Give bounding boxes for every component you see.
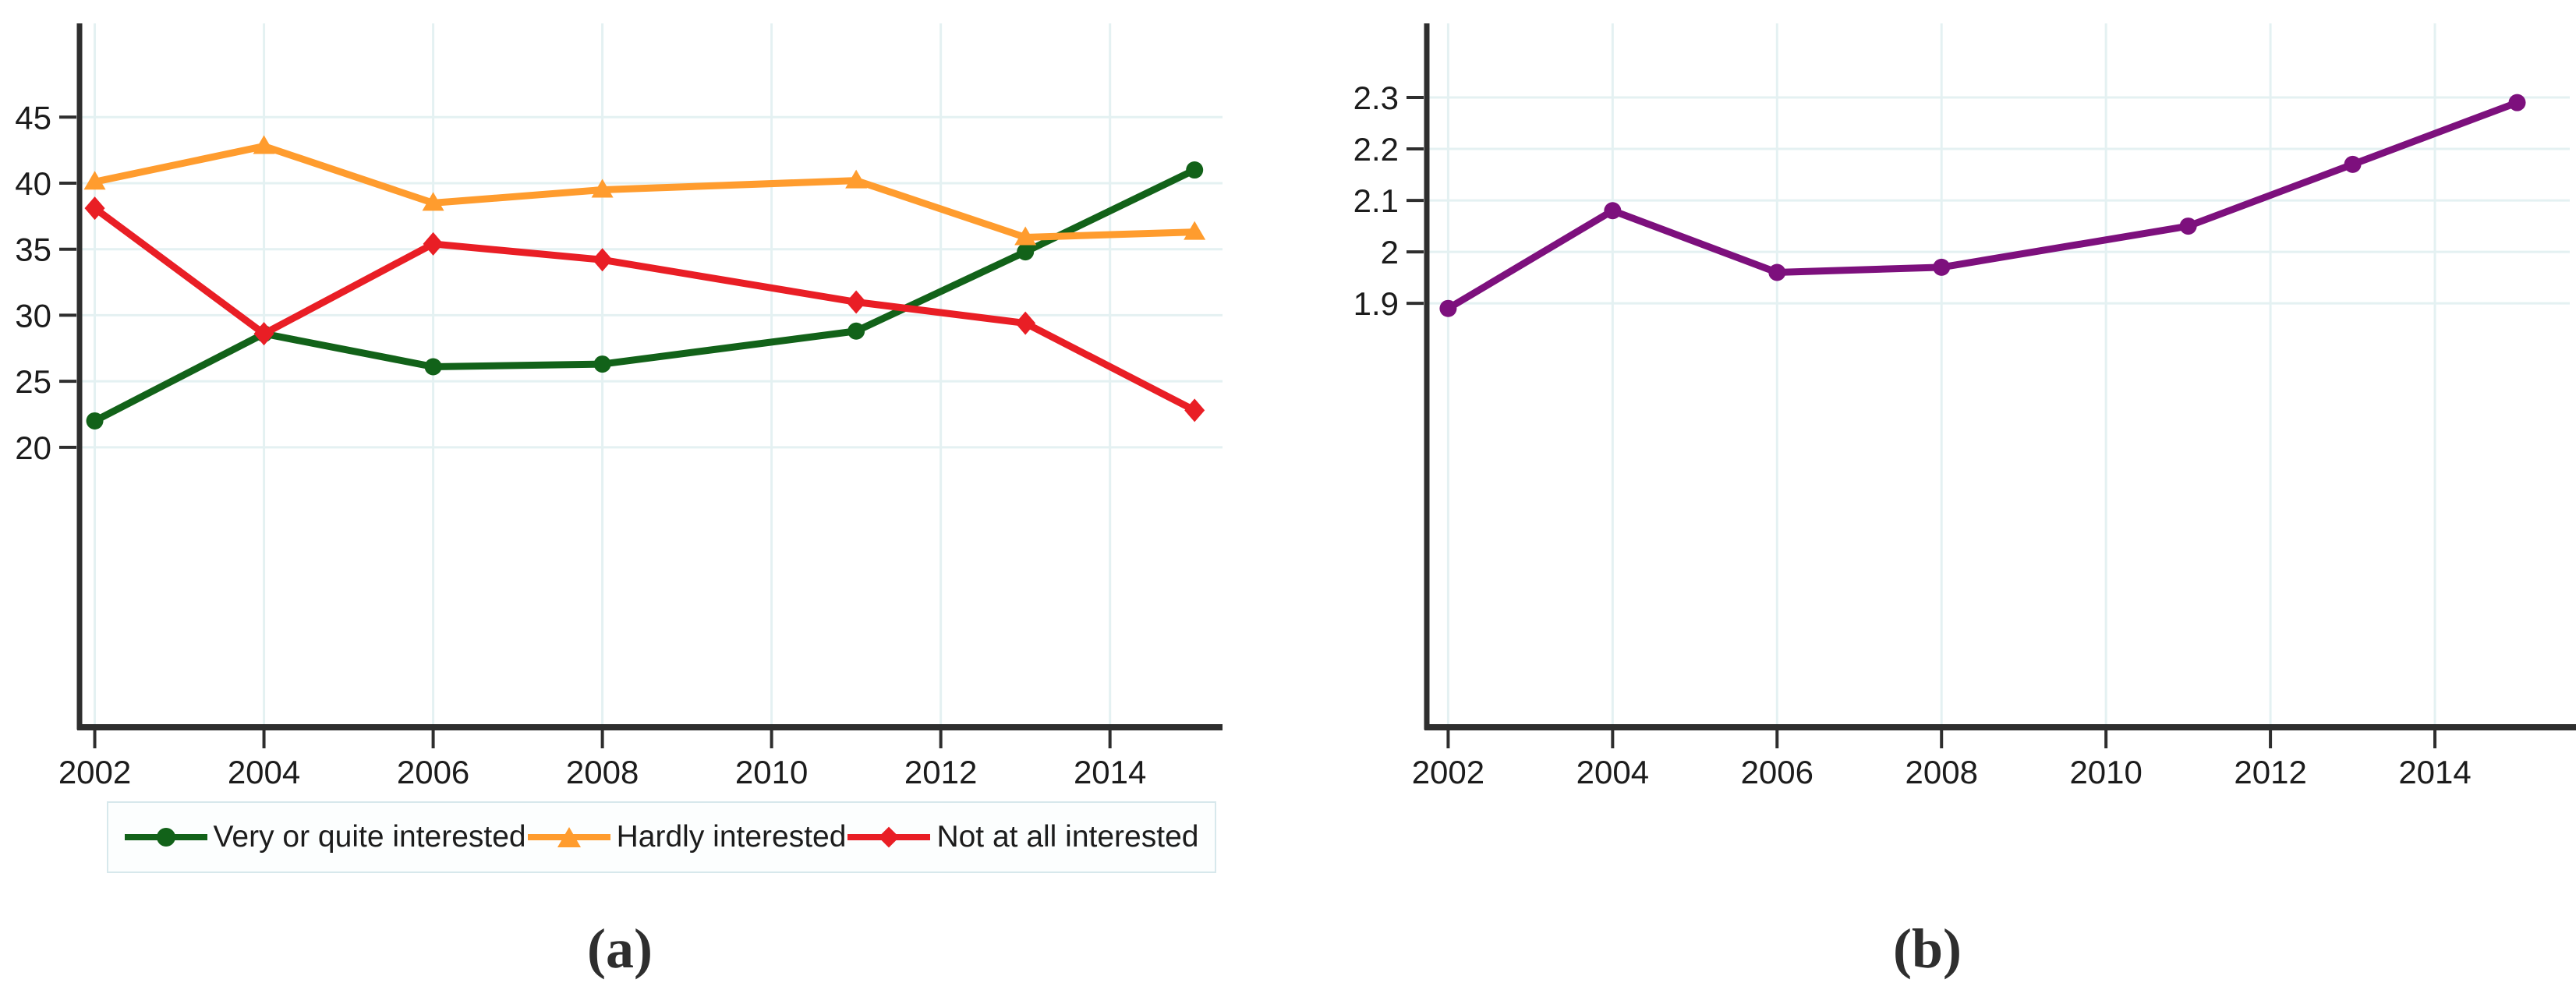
x-tick-label: 2008 <box>1905 754 1978 790</box>
y-tick-label: 1.9 <box>1353 285 1399 322</box>
x-tick-label: 2010 <box>735 754 808 790</box>
data-point-marker <box>2179 217 2197 235</box>
y-tick-label: 2.3 <box>1353 80 1399 116</box>
data-point-marker <box>253 135 275 154</box>
chart-a: 2002 2004 2006 2008 2010 2012 2014 20 25 30 35 40 45 <box>15 23 1223 790</box>
y-tick-label: 20 <box>15 430 51 466</box>
series-line-very-or-quite-interested <box>93 167 1197 424</box>
x-tick-label: 2012 <box>904 754 977 790</box>
y-tick-label: 2 <box>1381 234 1399 270</box>
x-tick-label: 2002 <box>1412 754 1484 790</box>
y-tick-label: 30 <box>15 297 51 334</box>
x-tick-label: 2006 <box>1741 754 1813 790</box>
data-point-marker <box>1186 161 1204 179</box>
data-point-marker <box>2344 155 2362 173</box>
data-point-marker <box>1014 226 1037 246</box>
data-point-marker <box>2508 94 2526 111</box>
legend-entry-not-at-all-interested: Not at all interested <box>847 820 1198 854</box>
data-point-marker <box>1015 311 1036 335</box>
circle-marker-icon <box>156 828 175 847</box>
data-point-marker <box>1184 398 1205 422</box>
y-tick-label: 40 <box>15 165 51 202</box>
triangle-marker-icon <box>557 827 581 847</box>
legend-swatch-orange <box>527 825 610 849</box>
data-point-marker <box>1768 263 1786 281</box>
legend-swatch-red <box>847 825 931 849</box>
x-tick-label: 2008 <box>566 754 639 790</box>
x-tick-label: 2002 <box>58 754 131 790</box>
data-point-marker <box>83 171 106 190</box>
legend-label: Very or quite interested <box>213 820 526 854</box>
series-line-hardly-interested <box>94 143 1195 241</box>
subfigure-caption-b: (b) <box>1893 917 1962 980</box>
legend-label: Not at all interested <box>936 820 1199 854</box>
data-point-marker <box>1017 243 1035 261</box>
data-point-marker <box>846 290 867 314</box>
data-point-marker <box>253 322 274 346</box>
y-tick-label: 25 <box>15 363 51 400</box>
data-point-marker <box>847 322 865 340</box>
x-tick-label: 2012 <box>2234 754 2306 790</box>
x-tick-label: 2014 <box>2398 754 2471 790</box>
data-point-marker <box>423 232 444 256</box>
chart-b: 2002 2004 2006 2008 2010 2012 2014 1.9 2 2.1 2.2 2.… <box>1353 23 2576 790</box>
data-point-marker <box>593 355 611 373</box>
y-tick-label: 2.2 <box>1353 131 1399 168</box>
diamond-marker-icon <box>879 826 900 848</box>
legend-box: Very or quite interested Hardly interest… <box>107 801 1216 873</box>
subfigure-caption-a: (a) <box>587 917 653 980</box>
data-point-marker <box>422 192 444 211</box>
y-tick-label: 2.1 <box>1353 182 1399 219</box>
data-point-marker <box>1184 221 1206 240</box>
data-point-marker <box>1933 258 1951 276</box>
x-tick-label: 2006 <box>397 754 469 790</box>
data-point-marker <box>592 248 613 272</box>
x-tick-label: 2010 <box>2069 754 2142 790</box>
legend-entry-hardly-interested: Hardly interested <box>527 820 847 854</box>
data-point-marker <box>1439 299 1457 317</box>
x-tick-label: 2004 <box>228 754 300 790</box>
legend-entry-very-or-quite-interested: Very or quite interested <box>124 820 526 854</box>
data-point-marker <box>1604 202 1622 220</box>
data-point-marker <box>591 179 614 198</box>
x-tick-label: 2004 <box>1576 754 1649 790</box>
data-point-marker <box>845 169 868 189</box>
x-tick-label: 2014 <box>1074 754 1146 790</box>
legend-swatch-green <box>124 825 207 849</box>
data-point-marker <box>424 358 442 376</box>
y-tick-label: 35 <box>15 232 51 268</box>
data-point-marker <box>86 412 104 430</box>
y-tick-label: 45 <box>15 99 51 136</box>
data-point-marker <box>84 196 105 221</box>
legend-label: Hardly interested <box>616 820 847 854</box>
